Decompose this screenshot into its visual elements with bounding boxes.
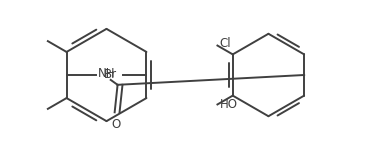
Text: Cl: Cl	[219, 37, 231, 50]
Text: NH: NH	[98, 67, 115, 80]
Text: Br: Br	[104, 69, 117, 81]
Text: O: O	[111, 118, 120, 131]
Text: HO: HO	[219, 98, 237, 111]
